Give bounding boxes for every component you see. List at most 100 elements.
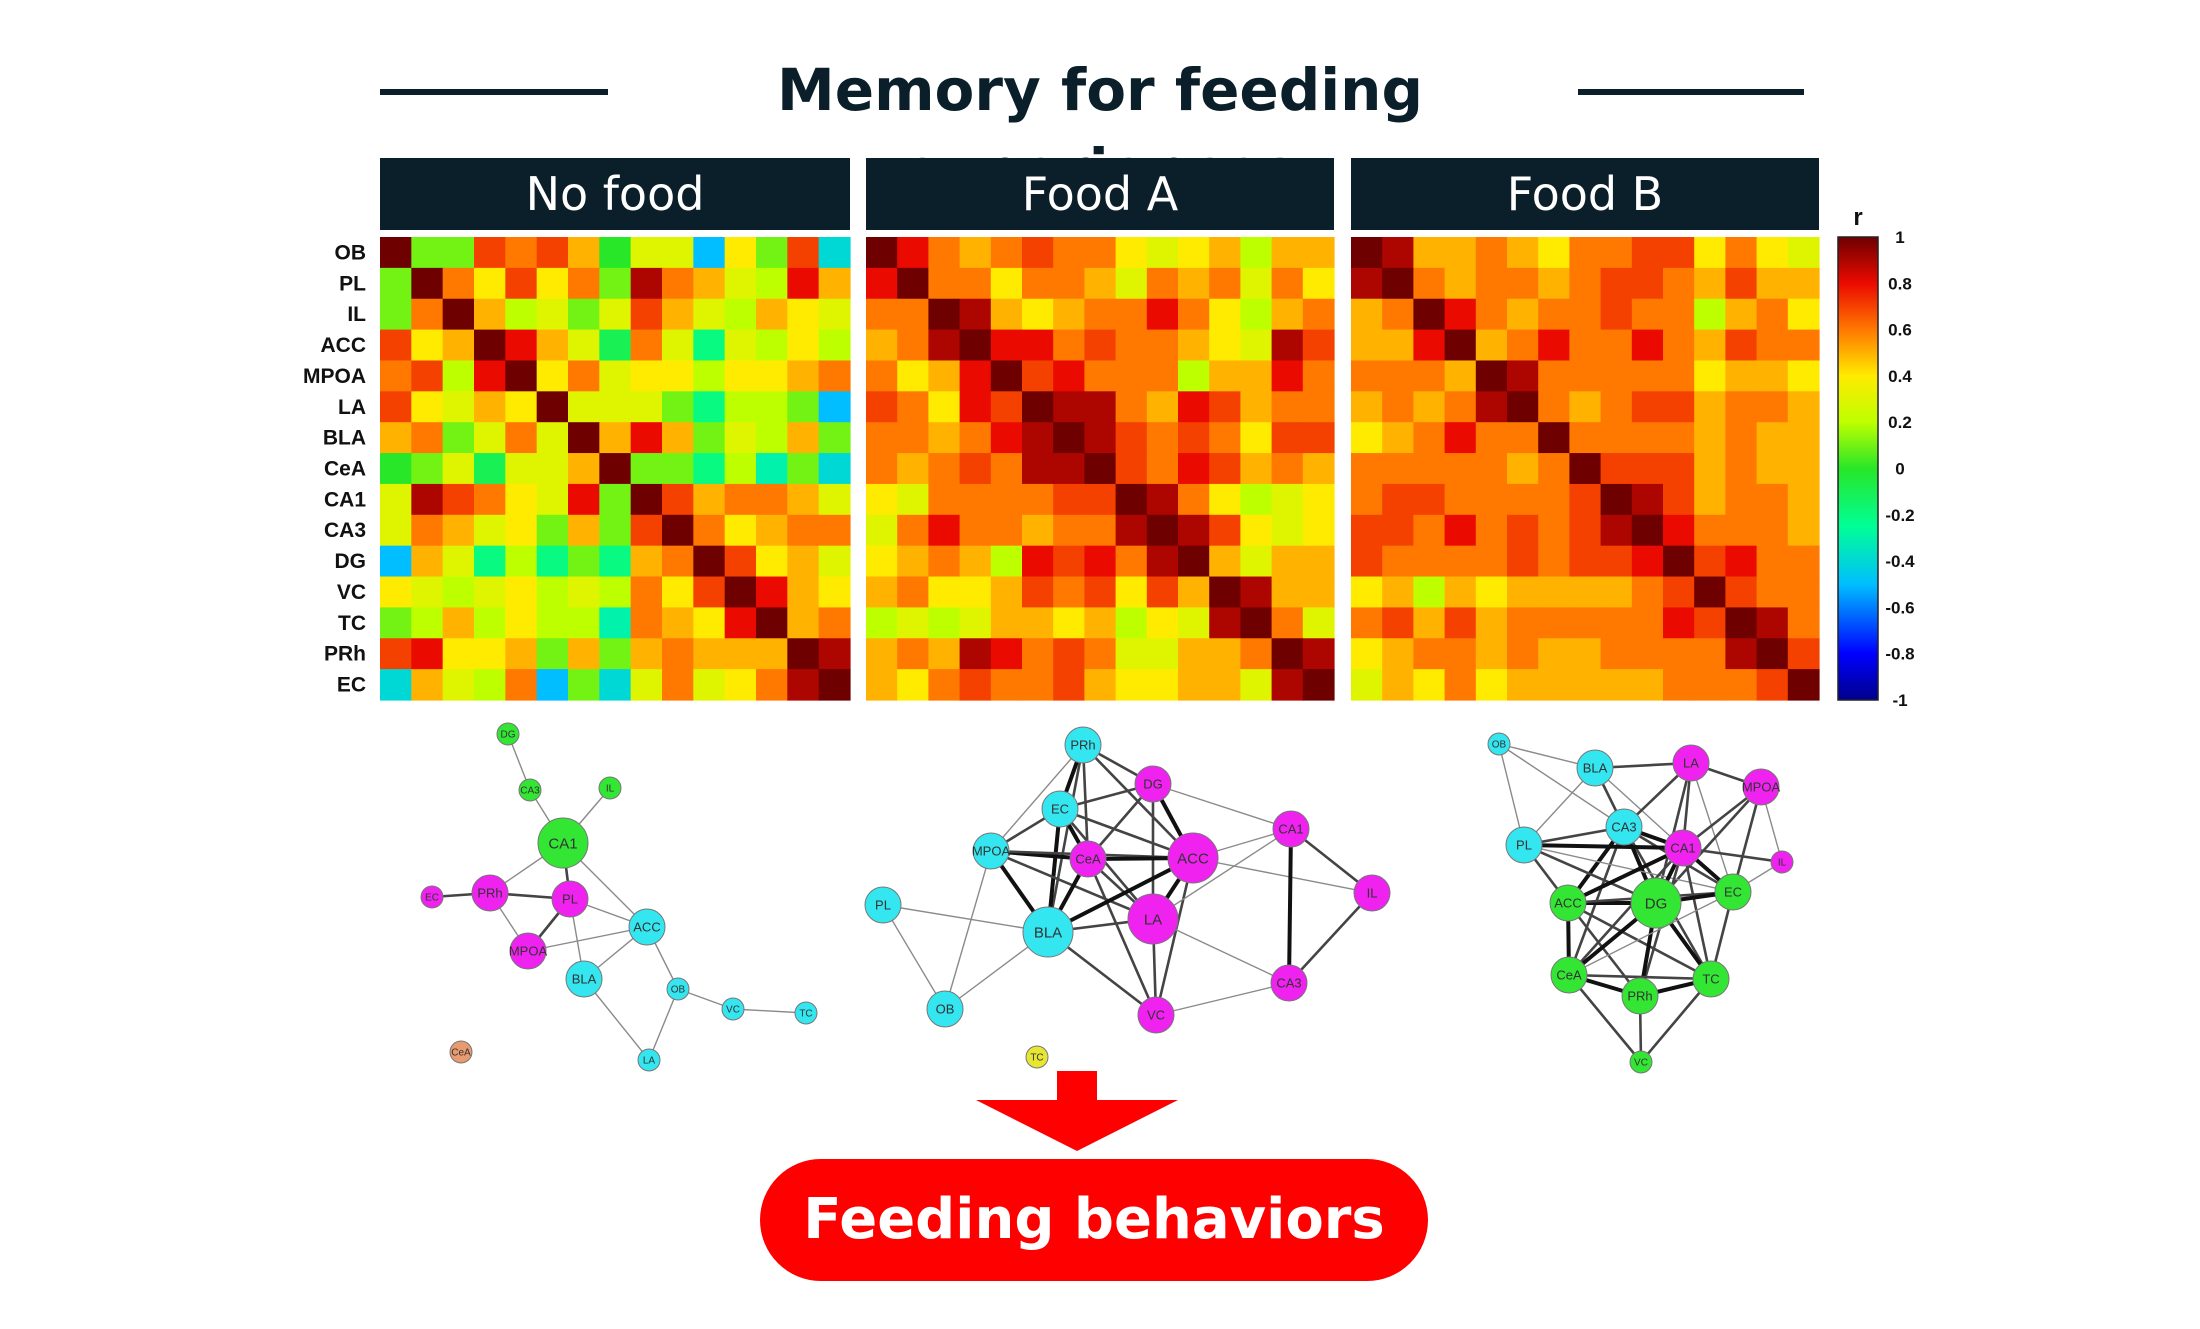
region-label: EC <box>337 674 366 697</box>
heatmap-cell <box>990 422 1023 454</box>
network-node-label: VC <box>1147 1008 1165 1023</box>
network-node: CeA <box>449 1040 473 1064</box>
heatmap-cell <box>1115 360 1148 392</box>
heatmap-cell <box>1787 391 1820 423</box>
heatmap-cell <box>1538 669 1570 701</box>
heatmap-cell <box>866 638 898 670</box>
heatmap-cell <box>1084 545 1117 578</box>
heatmap-cell <box>866 483 898 516</box>
heatmap-cell <box>897 483 929 516</box>
heatmap-cell <box>411 607 444 639</box>
network-node-label: CA1 <box>548 835 577 852</box>
heatmap-cell <box>380 545 412 578</box>
network-node: LA <box>1127 893 1179 945</box>
heatmap-cell <box>568 329 600 362</box>
heatmap-cell <box>442 514 475 547</box>
heatmap-cell <box>1382 237 1414 269</box>
heatmap-cell <box>787 237 820 269</box>
heatmap-cell <box>1694 391 1726 423</box>
heatmap-cell <box>1787 514 1820 547</box>
heatmap-cell <box>1507 514 1539 547</box>
heatmap-cell <box>599 422 632 454</box>
heatmap-cell <box>474 545 506 578</box>
heatmap-cell <box>787 545 820 578</box>
heatmap-cell <box>1725 545 1758 578</box>
heatmap-cell <box>1053 422 1085 454</box>
heatmap-cell <box>1084 391 1117 423</box>
heatmap-cell <box>1209 360 1241 392</box>
heatmap-cell <box>724 638 757 670</box>
heatmap-cell <box>1351 329 1383 362</box>
heatmap-cell <box>1084 237 1117 269</box>
heatmap-cell <box>1053 360 1085 392</box>
heatmap-cell <box>1271 545 1304 578</box>
heatmap-cell <box>1725 607 1758 639</box>
heatmap-cell <box>1663 237 1695 269</box>
heatmap-cell <box>693 360 726 392</box>
heatmap-cell <box>1663 514 1695 547</box>
network-node-circle <box>1069 840 1107 878</box>
heatmap-cell <box>599 483 632 516</box>
heatmap-cell <box>1084 298 1117 331</box>
heatmap-cell <box>818 391 851 423</box>
heatmap-cell <box>959 607 992 639</box>
heatmap-cell <box>1538 298 1570 331</box>
network-node-label: CA3 <box>1611 820 1636 835</box>
network-node: IL <box>1770 850 1794 874</box>
network-node-label: MPOA <box>509 944 548 959</box>
heatmap-cell <box>1538 391 1570 423</box>
heatmap-cell <box>897 298 929 331</box>
heatmap-cell <box>1302 669 1335 701</box>
heatmap-cell <box>1600 514 1633 547</box>
heatmap-cell <box>1240 514 1273 547</box>
heatmap-cell <box>630 545 663 578</box>
heatmap-cell <box>536 483 569 516</box>
network-node-circle <box>1629 1050 1653 1074</box>
heatmap-cell <box>1209 329 1241 362</box>
heatmap-cell <box>693 453 726 485</box>
heatmap-cell <box>662 422 694 454</box>
heatmap-cell <box>897 267 929 300</box>
heatmap-cell <box>1178 391 1210 423</box>
network-node: EC <box>1041 790 1079 828</box>
heatmap-cell <box>474 298 506 331</box>
network-node-circle <box>1505 826 1543 864</box>
heatmap-cell <box>505 545 538 578</box>
region-label: LA <box>338 396 366 419</box>
down-arrow-icon <box>976 1071 1178 1151</box>
heatmap-cell <box>1271 391 1304 423</box>
heatmap-cell <box>1600 638 1633 670</box>
network-node-circle <box>1041 790 1079 828</box>
heatmap-cell <box>1538 422 1570 454</box>
colorbar-tick: 0.4 <box>1888 367 1912 386</box>
heatmap-cell <box>1382 329 1414 362</box>
heatmap-cell <box>1475 483 1508 516</box>
heatmap-cell <box>411 360 444 392</box>
heatmap-cell <box>568 669 600 701</box>
heatmap-cell <box>1725 422 1758 454</box>
network-node-circle <box>1137 996 1175 1034</box>
heatmap-cell <box>1663 267 1695 300</box>
heatmap-cell <box>1351 298 1383 331</box>
network-node-circle <box>1630 877 1682 929</box>
heatmap-cell <box>474 422 506 454</box>
heatmap-cell <box>662 391 694 423</box>
heatmap-cell <box>380 453 412 485</box>
heatmap-cell <box>1694 638 1726 670</box>
heatmap-cell <box>1725 483 1758 516</box>
region-label: IL <box>347 303 366 326</box>
heatmap-cell <box>1115 237 1148 269</box>
heatmap-cell <box>662 514 694 547</box>
network-food-a: PRh DG EC MPOA CeA ACC CA1 IL PL BLA LA CA3 OB VC TC <box>864 726 1391 1069</box>
heatmap-cell <box>1569 607 1602 639</box>
heatmap-cell <box>630 267 663 300</box>
network-node: CA3 <box>1605 808 1643 846</box>
heatmap-cell <box>1146 237 1179 269</box>
heatmap-cell <box>866 422 898 454</box>
heatmap-cell <box>380 267 412 300</box>
network-node: OB <box>666 977 690 1001</box>
network-node-label: CA1 <box>1278 822 1303 837</box>
heatmap-cell <box>1302 360 1335 392</box>
network-node-circle <box>1550 956 1588 994</box>
